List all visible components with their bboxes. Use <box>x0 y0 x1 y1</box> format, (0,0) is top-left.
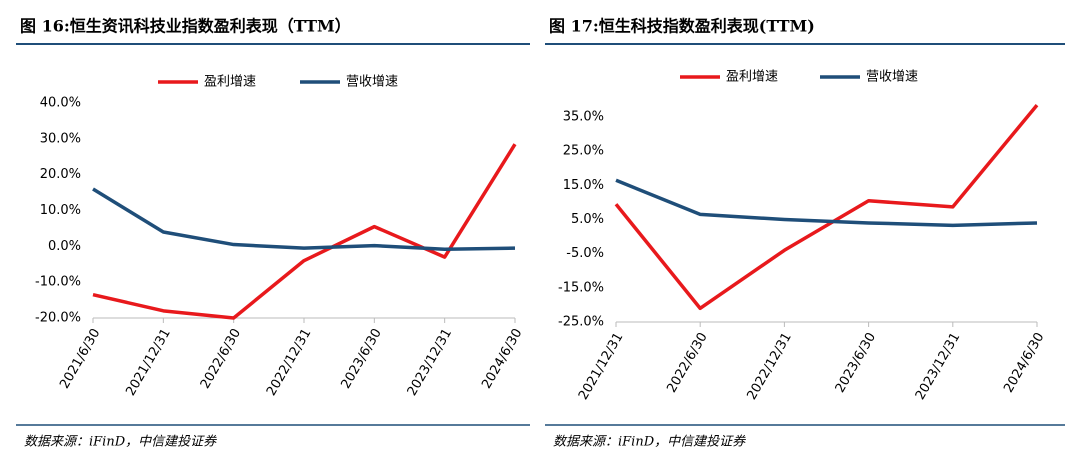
y-tick-label: 20.0% <box>40 167 81 182</box>
x-tick-label: 2021/12/31 <box>123 326 173 398</box>
series-line <box>615 178 1038 228</box>
y-tick-label: 40.0% <box>40 96 81 111</box>
legend-label: 营收增速 <box>866 70 918 85</box>
y-tick-label: -20.0% <box>35 311 81 326</box>
x-tick-label: 2021/6/30 <box>57 326 103 391</box>
y-tick-label: -25.0% <box>558 315 604 330</box>
y-tick-label: 0.0% <box>48 239 81 254</box>
legend-label: 营收增速 <box>346 75 398 90</box>
x-tick-label: 2021/12/31 <box>576 330 626 402</box>
y-tick-label: 5.0% <box>571 212 604 227</box>
series-line <box>614 104 1039 311</box>
chart-title: 图 17:恒生科技指数盈利表现(TTM) <box>549 17 815 36</box>
x-tick-label: 2022/12/31 <box>264 326 314 398</box>
y-tick-label: 25.0% <box>563 144 604 159</box>
x-tick-label: 2024/6/30 <box>479 326 525 391</box>
y-tick-label: 30.0% <box>40 131 81 146</box>
source-note: 数据来源：iFinD，中信建投证券 <box>553 435 746 450</box>
x-tick-label: 2022/6/30 <box>198 326 244 391</box>
legend-label: 盈利增速 <box>204 75 256 90</box>
y-tick-label: -5.0% <box>566 246 604 261</box>
x-tick-label: 2022/6/30 <box>664 330 710 395</box>
y-tick-label: 15.0% <box>563 178 604 193</box>
x-tick-label: 2023/12/31 <box>913 330 963 402</box>
x-tick-label: 2023/12/31 <box>405 326 455 398</box>
y-tick-label: -10.0% <box>35 275 81 290</box>
x-tick-label: 2024/6/30 <box>1001 330 1047 395</box>
y-tick-label: -15.0% <box>558 280 604 295</box>
x-tick-label: 2023/6/30 <box>339 326 385 391</box>
y-tick-label: 10.0% <box>40 203 81 218</box>
x-tick-label: 2023/6/30 <box>833 330 879 395</box>
legend-label: 盈利增速 <box>726 70 778 85</box>
y-tick-label: 35.0% <box>563 110 604 125</box>
series-line <box>92 143 517 320</box>
series-line <box>92 187 516 251</box>
source-note: 数据来源：iFinD，中信建投证券 <box>24 435 217 450</box>
chart-title: 图 16:恒生资讯科技业指数盈利表现（TTM） <box>20 17 351 36</box>
x-tick-label: 2022/12/31 <box>744 330 794 402</box>
